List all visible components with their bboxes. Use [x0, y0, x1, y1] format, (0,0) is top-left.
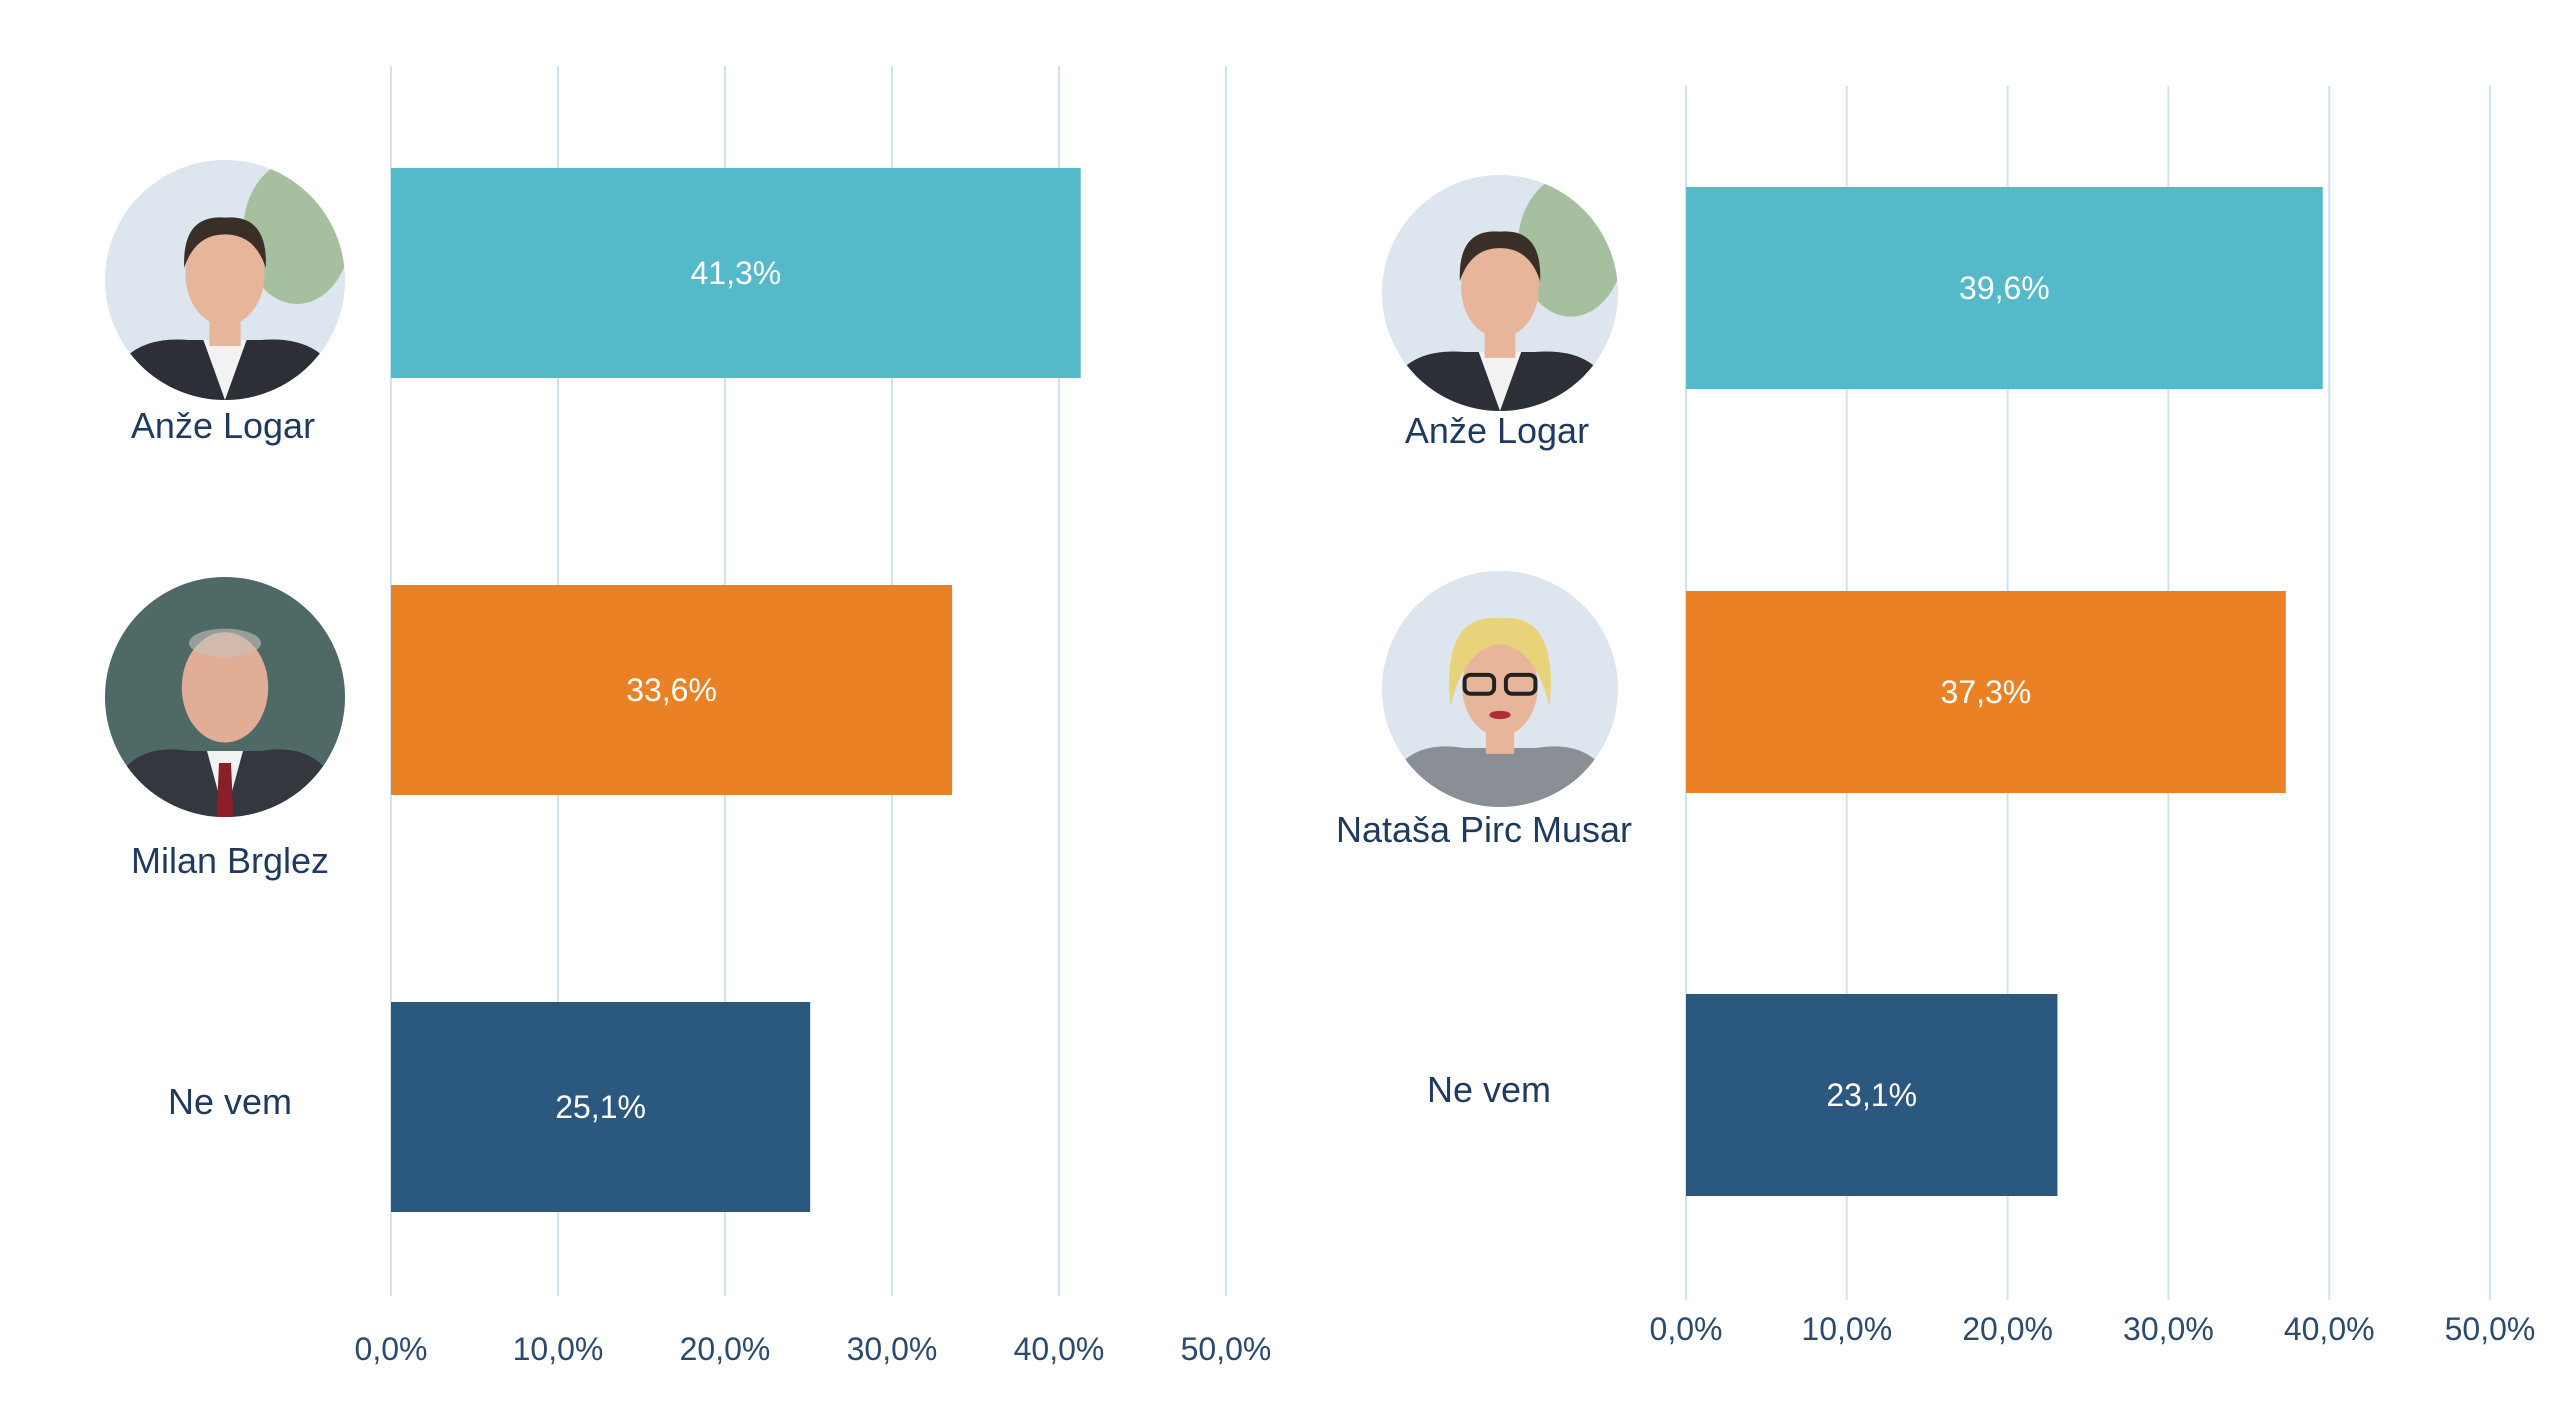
bar[interactable] — [1686, 591, 2286, 793]
bar[interactable] — [391, 585, 953, 795]
tick-label: 0,0% — [1650, 1311, 1723, 1347]
tick-label: 40,0% — [1014, 1331, 1105, 1367]
category-label: Ne vem — [168, 1081, 292, 1122]
category-label: Milan Brglez — [131, 840, 329, 881]
category-label: Anže Logar — [131, 405, 315, 446]
man-short-hair-icon — [105, 160, 345, 400]
man-short-hair-icon — [1382, 175, 1618, 411]
bar[interactable] — [1686, 187, 2323, 389]
data-label: 39,6% — [1959, 270, 2050, 306]
data-label: 23,1% — [1826, 1077, 1917, 1113]
tick-label: 30,0% — [2123, 1311, 2214, 1347]
bar[interactable] — [1686, 994, 2058, 1196]
bar[interactable] — [391, 1002, 811, 1212]
category-label: Nataša Pirc Musar — [1336, 809, 1632, 850]
tick-label: 30,0% — [847, 1331, 938, 1367]
tick-label: 20,0% — [1962, 1311, 2053, 1347]
category-label: Ne vem — [1427, 1069, 1551, 1110]
chart-left: 0,0% 10,0% 20,0% 30,0% 40,0% 50,0% 41,3% Anže L… — [105, 66, 1271, 1367]
tick-label: 50,0% — [2445, 1311, 2536, 1347]
woman-glasses-icon — [1382, 571, 1618, 807]
tick-label: 0,0% — [355, 1331, 428, 1367]
data-label: 25,1% — [555, 1089, 646, 1125]
data-label: 33,6% — [626, 672, 717, 708]
tick-label: 40,0% — [2284, 1311, 2375, 1347]
tick-label: 10,0% — [513, 1331, 604, 1367]
chart-right: 0,0% 10,0% 20,0% 30,0% 40,0% 50,0% 39,6% Anže L… — [1336, 86, 2535, 1347]
data-label: 37,3% — [1941, 674, 2032, 710]
bar[interactable] — [391, 168, 1081, 378]
category-label: Anže Logar — [1405, 410, 1589, 451]
tick-label: 50,0% — [1181, 1331, 1272, 1367]
data-label: 41,3% — [690, 255, 781, 291]
bald-man-icon — [105, 577, 345, 817]
tick-label: 20,0% — [680, 1331, 771, 1367]
tick-label: 10,0% — [1801, 1311, 1892, 1347]
